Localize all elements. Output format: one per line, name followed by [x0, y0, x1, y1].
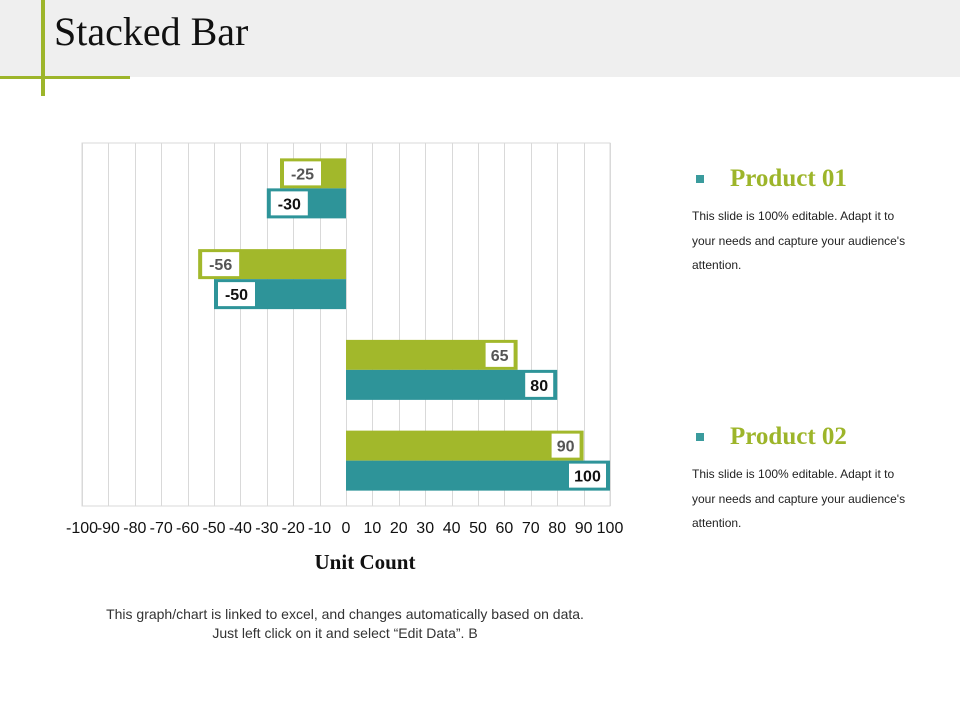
x-axis-label: Unit Count [314, 550, 416, 574]
bullet-icon [696, 433, 704, 441]
data-label: -56 [209, 257, 232, 274]
product-01-block: Product 01 This slide is 100% editable. … [692, 164, 912, 278]
data-label: -50 [225, 287, 248, 304]
x-tick-label: 70 [522, 520, 540, 537]
x-tick-label: -50 [202, 520, 225, 537]
data-label-box [270, 191, 308, 216]
bullet-icon [696, 175, 704, 183]
footnote-line-1: This graph/chart is linked to excel, and… [106, 606, 584, 622]
x-tick-label: -40 [229, 520, 252, 537]
data-label: 100 [574, 469, 601, 486]
x-tick-label: 90 [575, 520, 593, 537]
x-tick-label: 60 [496, 520, 514, 537]
x-tick-label: 80 [548, 520, 566, 537]
data-label-box [284, 161, 321, 186]
product-01-description: This slide is 100% editable. Adapt it to… [692, 209, 906, 272]
x-tick-label: -80 [123, 520, 146, 537]
x-tick-label: -90 [97, 520, 120, 537]
x-tick-label: 100 [597, 520, 624, 537]
chart-bars [198, 158, 610, 491]
data-label-box [551, 433, 580, 458]
product-02-title: Product 02 [730, 423, 847, 450]
data-label: -25 [291, 166, 314, 183]
x-tick-label: 40 [443, 520, 461, 537]
data-label: -30 [278, 196, 301, 213]
product-02-description: This slide is 100% editable. Adapt it to… [692, 467, 906, 530]
x-tick-label: 50 [469, 520, 487, 537]
data-label-box [202, 252, 240, 277]
x-tick-label: 30 [416, 520, 434, 537]
x-tick-label: -30 [255, 520, 278, 537]
chart-data-labels: -25 -30 -56 -50 65 80 90 100 [202, 161, 606, 488]
accent-line-horizontal [0, 76, 130, 79]
x-tick-label: 10 [364, 520, 382, 537]
data-label-box [525, 372, 554, 397]
x-tick-label: -10 [308, 520, 331, 537]
data-label: 65 [491, 348, 509, 365]
header-band [0, 0, 960, 77]
page-title: Stacked Bar [54, 9, 249, 54]
data-label: 80 [530, 378, 548, 395]
x-tick-label: -100 [66, 520, 98, 537]
bar [346, 369, 558, 400]
bar [346, 430, 584, 461]
data-label-box [218, 282, 255, 307]
x-tick-label: 20 [390, 520, 408, 537]
data-label: 90 [557, 439, 575, 456]
x-tick-label: -60 [176, 520, 199, 537]
x-tick-label: -20 [282, 520, 305, 537]
chart-x-ticks: -100-90 -80 -70 -60 -50 -40 -30 -20 -10 0 10 20 30 40… [66, 520, 623, 537]
data-label-box [485, 342, 514, 367]
product-01-title: Product 01 [730, 165, 847, 192]
bar [346, 460, 610, 491]
x-tick-label: -70 [150, 520, 173, 537]
data-label-box [569, 463, 606, 488]
footnote-line-2: Just left click on it and select “Edit D… [212, 625, 478, 641]
x-tick-label: 0 [342, 520, 351, 537]
product-02-block: Product 02 This slide is 100% editable. … [692, 422, 912, 536]
accent-line-vertical [41, 0, 45, 96]
